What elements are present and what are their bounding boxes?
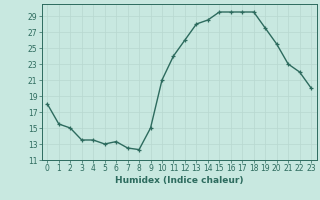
X-axis label: Humidex (Indice chaleur): Humidex (Indice chaleur) xyxy=(115,176,244,185)
